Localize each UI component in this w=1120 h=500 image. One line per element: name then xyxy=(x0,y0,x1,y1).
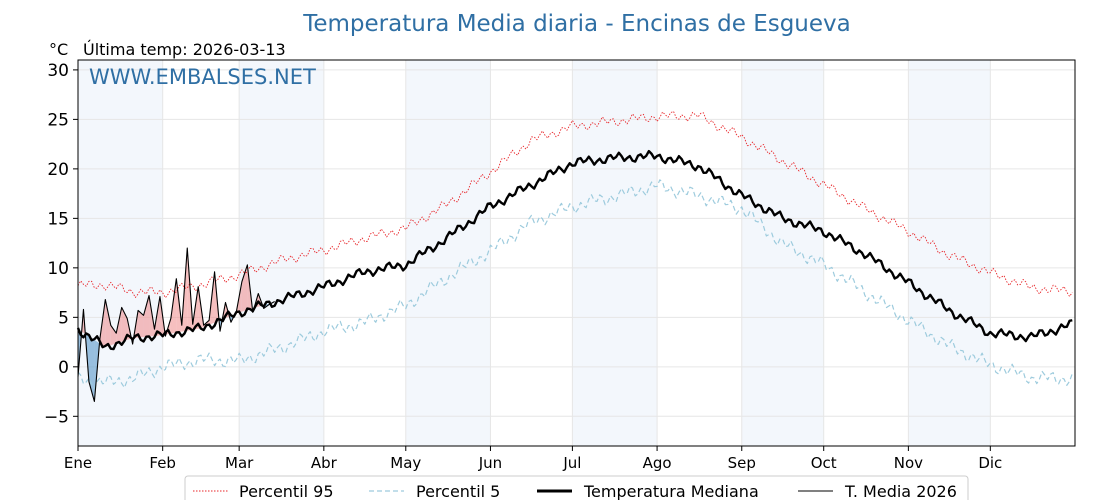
x-tick-label: Dic xyxy=(978,454,1002,472)
legend-label-median: Temperatura Mediana xyxy=(583,482,759,500)
legend: Percentil 95 Percentil 5 Temperatura Med… xyxy=(184,475,969,500)
x-tick-label: Feb xyxy=(149,454,176,472)
legend-box xyxy=(184,475,969,500)
plot-frame xyxy=(77,59,1076,447)
warm-anomaly xyxy=(241,264,248,312)
y-tick-label: 0 xyxy=(58,358,69,378)
y-tick-label: −5 xyxy=(44,407,69,427)
x-tick-label: Jun xyxy=(478,454,502,472)
current-year-line xyxy=(77,247,275,403)
y-unit-label: °C xyxy=(49,40,68,59)
y-tick-label: 10 xyxy=(47,259,69,279)
p5-line xyxy=(77,179,1073,390)
x-tick-label: May xyxy=(390,454,421,472)
chart-title: Temperatura Media diaria - Encinas de Es… xyxy=(302,11,851,37)
warm-anomaly xyxy=(138,310,144,338)
last-reading-label: Última temp: 2026-03-13 xyxy=(83,40,286,59)
x-tick-label: Oct xyxy=(811,454,837,472)
warm-anomaly xyxy=(105,299,111,348)
p95-line xyxy=(77,110,1073,299)
month-band xyxy=(741,60,824,446)
month-band xyxy=(572,60,658,446)
x-tick-label: Sep xyxy=(728,454,756,472)
x-tick-label: Abr xyxy=(311,454,338,472)
grid-lines xyxy=(77,60,1075,446)
median-line xyxy=(76,149,1073,351)
month-band xyxy=(239,60,324,446)
y-axis: −5 0 5 10 15 20 25 30 xyxy=(44,61,78,427)
x-axis: Ene Feb Mar Abr May Jun Jul Ago Sep Oct Nov Dic xyxy=(64,446,1002,472)
y-tick-label: 25 xyxy=(47,110,69,130)
legend-label-p5: Percentil 5 xyxy=(416,482,500,500)
x-tick-label: Jul xyxy=(562,454,581,472)
legend-label-p95: Percentil 95 xyxy=(239,482,334,500)
series-lines xyxy=(76,110,1073,403)
y-tick-label: 15 xyxy=(47,209,69,229)
y-tick-label: 30 xyxy=(47,61,69,81)
month-band xyxy=(908,60,991,446)
month-bands xyxy=(78,60,991,446)
legend-label-2026: T. Media 2026 xyxy=(844,482,957,500)
watermark: WWW.EMBALSES.NET xyxy=(89,65,316,89)
warm-anomaly xyxy=(143,295,150,338)
x-tick-label: Mar xyxy=(225,454,254,472)
x-tick-label: Ago xyxy=(643,454,672,472)
y-tick-label: 20 xyxy=(47,160,69,180)
y-tick-label: 5 xyxy=(58,308,69,328)
x-tick-label: Nov xyxy=(894,454,923,472)
x-tick-label: Ene xyxy=(64,454,92,472)
warm-anomaly xyxy=(110,325,117,346)
